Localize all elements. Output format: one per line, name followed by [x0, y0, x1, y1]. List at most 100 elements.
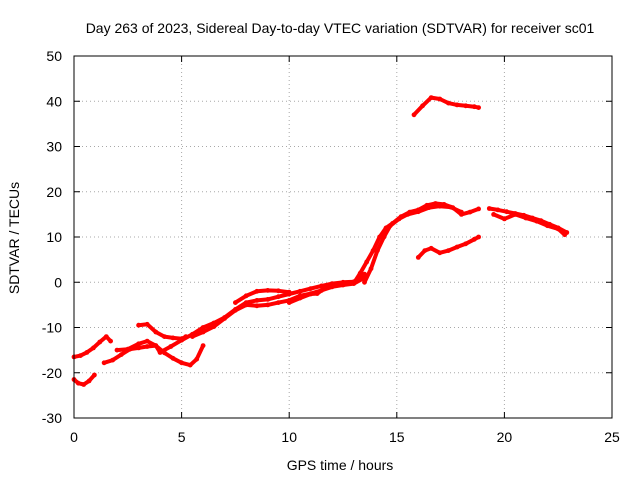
y-tick-label: 20: [46, 184, 62, 200]
data-point: [144, 338, 150, 344]
x-axis-label: GPS time / hours: [287, 457, 394, 473]
data-point: [362, 279, 367, 285]
data-point: [308, 291, 314, 297]
data-point: [254, 288, 260, 294]
data-point: [512, 212, 518, 217]
data-point: [118, 352, 124, 357]
data-point: [405, 212, 410, 217]
data-point: [92, 372, 97, 378]
data-point: [357, 270, 363, 276]
data-point: [562, 232, 568, 238]
data-series-arc-11: [362, 204, 464, 285]
x-tick-label: 20: [497, 429, 513, 445]
data-point: [377, 234, 382, 240]
data-point: [437, 250, 443, 256]
data-point: [329, 283, 335, 289]
data-point: [179, 337, 185, 343]
data-point: [254, 298, 260, 303]
data-point: [454, 244, 460, 250]
data-point: [415, 209, 421, 215]
data-point: [78, 353, 83, 358]
data-point: [153, 329, 159, 335]
data-point: [222, 316, 228, 321]
data-point: [84, 350, 90, 355]
data-point: [534, 218, 540, 224]
data-point: [157, 350, 163, 355]
data-point: [368, 266, 374, 272]
data-point: [446, 248, 451, 254]
data-point: [286, 300, 292, 305]
data-point: [91, 345, 96, 351]
data-point: [314, 291, 320, 296]
data-point: [486, 206, 492, 211]
data-point: [136, 322, 142, 328]
data-point: [387, 223, 393, 229]
data-point: [200, 325, 206, 330]
data-point: [170, 335, 176, 341]
data-point: [276, 294, 281, 300]
data-point: [471, 104, 477, 110]
data-point: [136, 345, 142, 351]
y-tick-label: 50: [46, 48, 62, 64]
data-point: [211, 324, 217, 329]
data-point: [125, 346, 131, 352]
data-point: [200, 343, 206, 348]
data-point: [86, 378, 92, 384]
y-tick-label: 40: [46, 93, 62, 109]
data-point: [103, 334, 109, 339]
data-series-arc-13: [416, 235, 481, 260]
data-point: [144, 344, 150, 349]
data-point: [340, 282, 346, 288]
data-point: [375, 248, 380, 254]
ticks: 0 5 10 15 20 25 -30 -20 -10 0 10 20 30 40 50: [42, 48, 620, 445]
data-point: [437, 96, 443, 102]
data-point: [467, 209, 473, 215]
chart-title: Day 263 of 2023, Sidereal Day-to-day VTE…: [86, 20, 595, 36]
y-axis-label: SDTVAR / TECUs: [6, 182, 22, 294]
data-point: [276, 288, 281, 294]
x-tick-label: 0: [70, 429, 78, 445]
data-point: [233, 307, 238, 313]
data-point: [364, 259, 370, 265]
data-point: [153, 343, 159, 348]
data-point: [428, 95, 434, 100]
data-point: [411, 112, 417, 118]
data-point: [265, 297, 271, 302]
y-tick-label: 0: [54, 274, 62, 290]
data-point: [422, 248, 428, 254]
data-point: [495, 207, 501, 213]
grid: [74, 56, 612, 418]
data-point: [162, 334, 167, 339]
data-point: [110, 357, 116, 363]
y-tick-label: -20: [42, 365, 62, 381]
data-point: [243, 302, 249, 308]
data-point: [108, 338, 113, 344]
data-point: [437, 203, 443, 209]
data-point: [114, 347, 120, 353]
data-point: [420, 103, 425, 109]
data-point: [136, 341, 142, 347]
data-point: [415, 255, 421, 260]
y-tick-label: 30: [46, 139, 62, 155]
data-point: [491, 212, 496, 217]
data-point: [97, 339, 103, 345]
data-point: [265, 288, 271, 293]
data-point: [463, 103, 469, 109]
data-point: [254, 303, 260, 309]
data-point: [454, 102, 460, 108]
data-point: [555, 226, 561, 232]
data-point: [426, 205, 432, 211]
y-tick-label: 10: [46, 229, 62, 245]
data-point: [396, 216, 402, 222]
data-point: [476, 105, 481, 110]
data-point: [370, 248, 376, 254]
data-point: [428, 245, 434, 251]
data-point: [504, 209, 509, 215]
x-tick-label: 5: [178, 429, 186, 445]
data-point: [194, 356, 200, 362]
data-point: [276, 300, 281, 305]
data-point: [502, 216, 507, 222]
data-point: [190, 334, 195, 339]
